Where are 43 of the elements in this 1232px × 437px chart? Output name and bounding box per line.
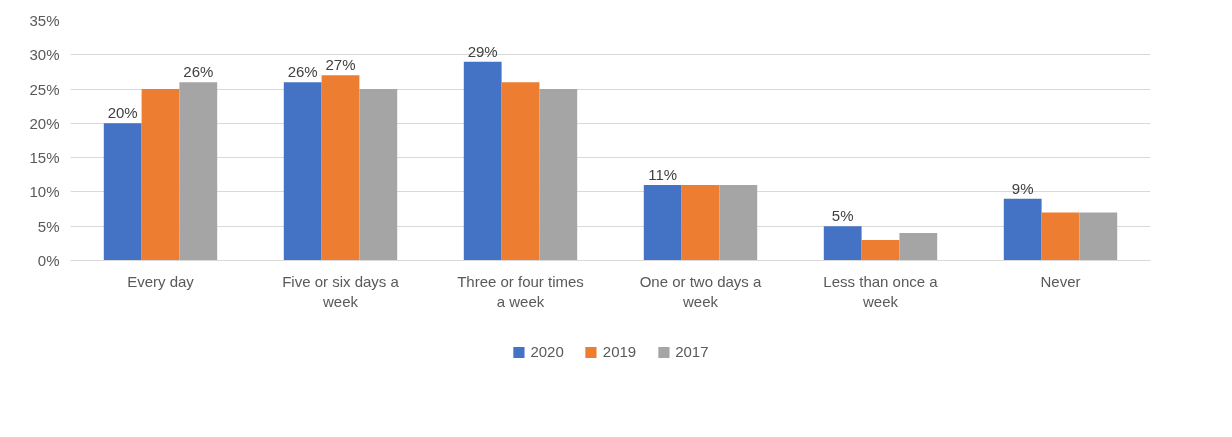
y-tick-label: 10%	[29, 183, 60, 201]
bar	[1003, 198, 1042, 261]
legend-label: 2017	[675, 343, 709, 360]
bar	[643, 185, 682, 261]
y-tick-label: 0%	[37, 252, 60, 269]
bar	[823, 226, 862, 261]
bar	[539, 89, 578, 261]
x-tick-label: Three or four times a week	[457, 272, 584, 310]
x-tick-label: Never	[1040, 272, 1081, 290]
bar	[321, 75, 360, 261]
y-tick-label: 35%	[29, 12, 60, 29]
data-label: 5%	[831, 207, 854, 225]
x-tick-label: One or two days a week	[639, 272, 763, 310]
bar	[359, 89, 398, 261]
bar	[179, 82, 218, 261]
bar	[501, 82, 540, 261]
x-tick-label: Every day	[127, 272, 195, 290]
y-tick-label: 5%	[37, 217, 60, 235]
data-label: 27%	[325, 56, 356, 74]
data-label: 9%	[1011, 179, 1034, 197]
y-tick-label: 25%	[29, 80, 60, 98]
bar	[719, 185, 758, 261]
bar	[463, 61, 502, 261]
bar	[283, 82, 322, 261]
bar	[103, 123, 142, 261]
y-tick-label: 20%	[29, 114, 60, 132]
bar	[1041, 212, 1080, 261]
y-tick-label: 30%	[29, 46, 60, 64]
legend-label: 2019	[602, 343, 637, 360]
x-tick-label: Five or six days a week	[282, 272, 400, 310]
data-label: 11%	[648, 166, 678, 184]
bar	[141, 89, 180, 261]
bar	[1079, 212, 1118, 261]
data-label: 26%	[183, 63, 214, 81]
bar	[681, 185, 720, 261]
y-tick-label: 15%	[29, 149, 60, 167]
bar	[861, 239, 900, 261]
data-label: 20%	[107, 104, 138, 122]
data-label: 29%	[467, 42, 498, 60]
data-label: 26%	[287, 63, 318, 81]
legend-label: 2020	[530, 343, 564, 360]
bar	[899, 233, 938, 261]
x-tick-label: Less than once a week	[823, 272, 939, 310]
